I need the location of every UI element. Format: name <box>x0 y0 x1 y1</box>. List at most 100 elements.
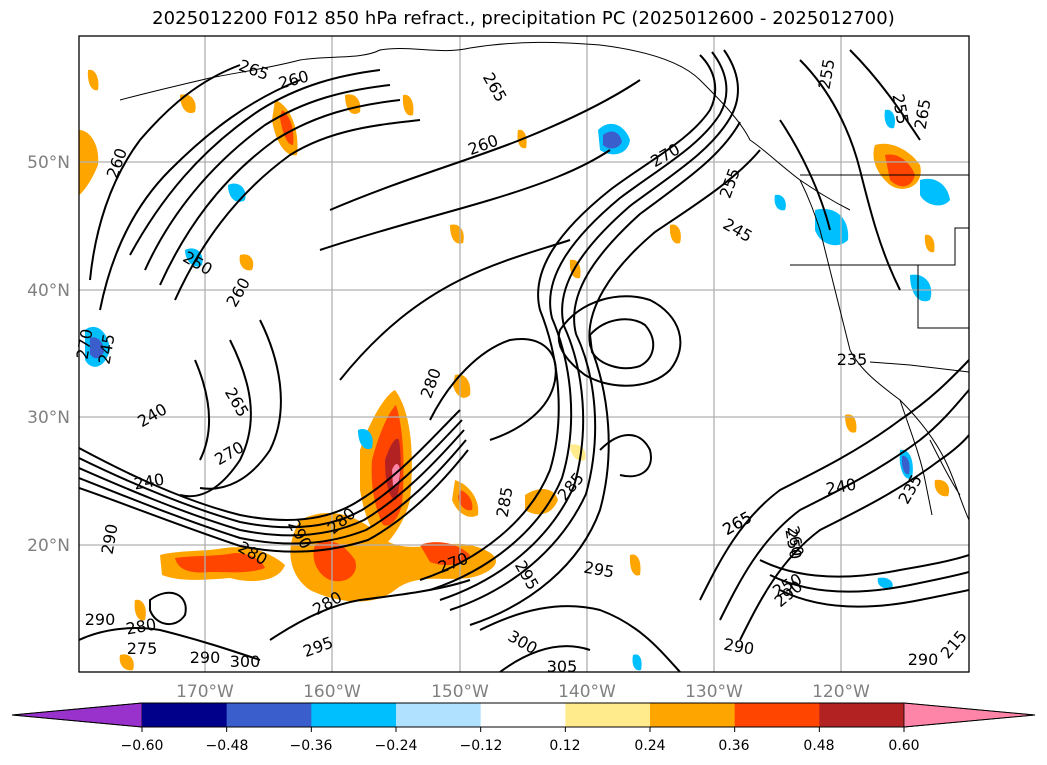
contour-line <box>99 79 301 311</box>
precip-region <box>358 429 373 450</box>
precip-region <box>134 599 146 621</box>
map-title: 2025012200 F012 850 hPa refract., precip… <box>152 8 895 29</box>
coastline-bc <box>799 179 836 291</box>
precip-region <box>845 414 857 433</box>
contour-line <box>79 627 261 661</box>
precip-region <box>884 109 895 129</box>
coastline-mexico <box>929 439 961 496</box>
contour-line <box>319 149 611 251</box>
border-mexico <box>869 361 969 373</box>
precip-region <box>185 248 203 267</box>
precip-region <box>392 464 400 488</box>
contour-line <box>79 409 461 521</box>
precip-region <box>420 542 470 566</box>
colorbar-tick-label: 0.36 <box>718 738 749 754</box>
lon-label: 140°W <box>558 682 616 702</box>
precip-region <box>239 254 254 271</box>
contour-line <box>439 49 739 601</box>
contour-line <box>79 419 463 529</box>
precip-region <box>90 337 104 359</box>
contour-line <box>149 591 187 625</box>
contour-label: 235 <box>837 350 868 369</box>
precip-region <box>280 110 294 145</box>
colorbar-segment <box>142 703 228 727</box>
colorbar-segment <box>226 703 312 727</box>
contour-line <box>159 99 401 286</box>
coastline-baja <box>899 399 933 516</box>
contour-line <box>79 449 469 553</box>
contour-line <box>419 54 717 581</box>
contour-line <box>269 579 471 641</box>
contour-label: 305 <box>547 657 578 676</box>
contour-line <box>429 51 728 591</box>
contour-line <box>719 389 969 621</box>
border-state <box>790 227 969 266</box>
colorbar-tick-label: −0.36 <box>290 738 333 754</box>
contour-line <box>769 571 969 593</box>
colorbar-tick-label: 0.48 <box>803 738 834 754</box>
precip-region <box>877 577 893 589</box>
border-state <box>917 265 969 329</box>
lon-label: 130°W <box>685 682 743 702</box>
contour-label: 290 <box>190 648 221 667</box>
lon-label: 170°W <box>176 682 234 702</box>
precip-region <box>525 488 558 515</box>
contour-line <box>339 239 571 381</box>
precip-region <box>180 94 196 114</box>
contour-line <box>699 359 969 601</box>
contour-line <box>449 121 741 611</box>
colorbar-segment <box>819 703 905 727</box>
contour-line <box>194 359 210 461</box>
colorbar-tick-label: 0.24 <box>634 738 665 754</box>
lon-label: 120°W <box>812 682 870 702</box>
colorbar-segment <box>734 703 820 727</box>
contour-line <box>499 645 591 672</box>
contour-line <box>739 434 969 641</box>
precip-region <box>774 194 786 211</box>
contour-line <box>129 69 381 256</box>
colorbar-tick-label: −0.12 <box>460 738 503 754</box>
contour-line <box>599 434 652 478</box>
contour-line <box>779 119 831 231</box>
lon-label: 160°W <box>303 682 361 702</box>
latitude-labels: 50°N 40°N 30°N 20°N <box>27 153 70 556</box>
precip-shading <box>79 69 950 671</box>
colorbar-tick-label: 0.12 <box>549 738 580 754</box>
lat-label: 20°N <box>27 536 70 556</box>
precip-region <box>402 94 414 116</box>
contour-line <box>849 49 921 141</box>
precip-region <box>629 554 641 576</box>
colorbar-tick-label: 0.60 <box>888 738 919 754</box>
contour-line <box>759 554 969 578</box>
graticule <box>79 36 969 672</box>
precip-region <box>175 553 265 573</box>
colorbar <box>11 702 1036 732</box>
coastline-alaska <box>299 41 851 211</box>
contour-line <box>144 84 391 271</box>
precip-region <box>924 234 935 253</box>
precip-region <box>920 178 950 206</box>
lat-label: 40°N <box>27 281 70 301</box>
contour-line <box>89 64 241 281</box>
contours <box>79 49 969 672</box>
precip-region <box>313 540 356 582</box>
coastlines <box>119 41 969 521</box>
precip-region <box>901 455 910 475</box>
contour-line <box>429 338 557 441</box>
lat-label: 50°N <box>27 153 70 173</box>
precip-region <box>119 654 134 671</box>
precip-region <box>458 490 473 511</box>
contour-line <box>179 339 252 498</box>
plot-frame <box>78 35 970 673</box>
lon-label: 150°W <box>431 682 489 702</box>
colorbar-segment <box>565 703 651 727</box>
map-layers <box>79 36 969 672</box>
contour-line <box>79 439 467 545</box>
colorbar-ticks: −0.60 −0.48 −0.36 −0.24 −0.12 0.12 0.24 … <box>121 738 920 754</box>
precip-region <box>934 479 950 497</box>
colorbar-tick-label: −0.24 <box>375 738 418 754</box>
contour-label: 290 <box>908 650 939 669</box>
precip-region <box>87 69 99 91</box>
contour-line <box>799 59 901 291</box>
contour-label: 275 <box>127 639 158 658</box>
